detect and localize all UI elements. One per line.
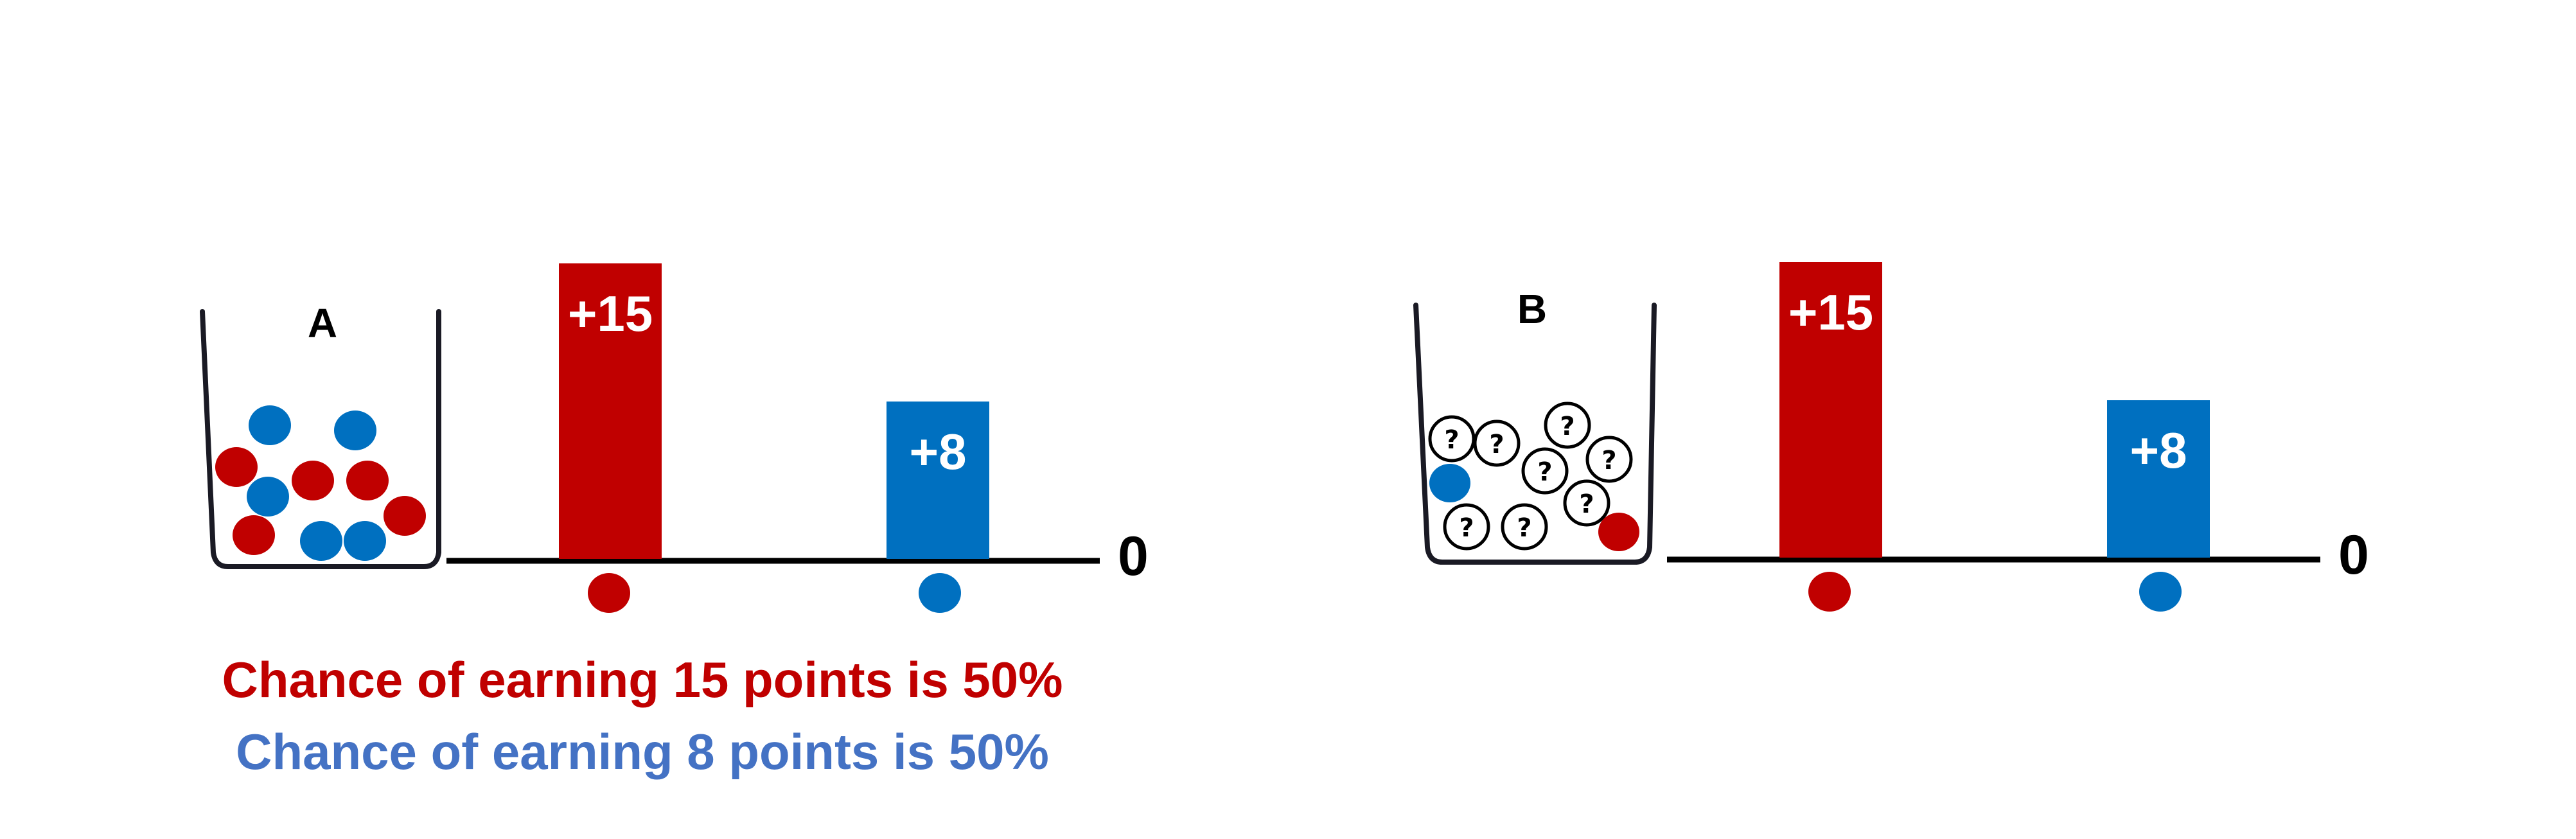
urn-a-label: A [308, 300, 337, 346]
svg-text:?: ? [1489, 430, 1504, 459]
marker-blue-dot-b [2139, 572, 2182, 612]
urn-ball-blue [344, 521, 386, 561]
urn-ball-red [215, 447, 258, 487]
urn-ball-blue [249, 405, 291, 445]
svg-text:?: ? [1517, 513, 1531, 543]
urn-ball-blue [247, 477, 289, 517]
unknown-ball: ? [1521, 447, 1569, 495]
svg-text:?: ? [1444, 425, 1459, 455]
urn-ball-red [384, 496, 426, 536]
bar-low-b-label: +8 [2130, 422, 2187, 479]
urn-b [1413, 303, 1657, 565]
unknown-ball: ? [1544, 402, 1591, 449]
unknown-ball: ? [1563, 479, 1610, 527]
marker-red-dot-b [1808, 572, 1851, 612]
bar-low-b [2107, 400, 2210, 558]
urn-a [200, 309, 441, 569]
urn-ball-red [346, 461, 389, 500]
marker-red-dot-a [588, 573, 630, 613]
chance-line-low: Chance of earning 8 points is 50% [236, 723, 1049, 780]
urn-ball-red [233, 515, 275, 555]
bar-low-a [887, 402, 989, 559]
urn-ball-blue [300, 521, 342, 561]
panel-a: A 0 +15 +8 Chance of earning 15 points i… [200, 263, 1149, 780]
svg-text:?: ? [1560, 412, 1575, 441]
urn-ball-red [292, 461, 334, 500]
unknown-ball: ? [1585, 436, 1633, 483]
urn-ball-blue [334, 411, 376, 450]
urn-a-balls [215, 405, 426, 561]
unknown-ball: ? [1473, 420, 1521, 467]
unknown-ball: ? [1501, 503, 1548, 551]
svg-text:?: ? [1579, 490, 1594, 519]
urn-b-unknown-balls: ? ? ? ? ? ? ? [1428, 402, 1633, 551]
bar-high-b-label: +15 [1788, 284, 1873, 340]
bar-low-a-label: +8 [910, 423, 967, 480]
chance-line-high: Chance of earning 15 points is 50% [222, 651, 1063, 708]
svg-text:?: ? [1601, 446, 1616, 475]
marker-blue-dot-a [919, 573, 961, 613]
bar-high-a-label: +15 [568, 285, 653, 342]
svg-text:?: ? [1537, 457, 1552, 487]
zero-label-b: 0 [2338, 524, 2369, 586]
bar-high-b [1779, 262, 1882, 558]
bar-high-a [559, 263, 662, 559]
zero-label-a: 0 [1118, 525, 1149, 587]
urn-b-label: B [1517, 286, 1547, 332]
unknown-ball: ? [1428, 415, 1476, 463]
svg-text:?: ? [1459, 513, 1474, 543]
unknown-ball: ? [1443, 503, 1490, 551]
urn-ball-blue [1429, 464, 1470, 502]
urn-ball-red [1598, 513, 1639, 551]
panel-b: B ? ? ? ? ? [1413, 262, 2369, 612]
